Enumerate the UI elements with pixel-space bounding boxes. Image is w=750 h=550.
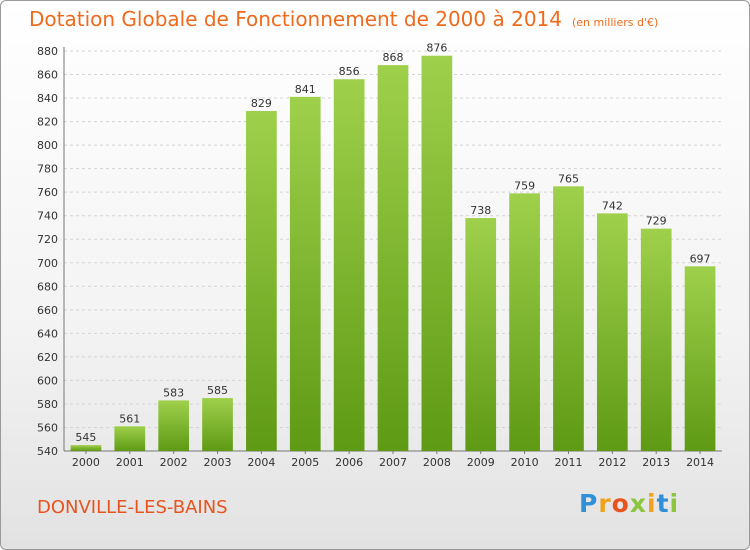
- bar-2008: [421, 55, 453, 452]
- bar-2013: [640, 228, 672, 451]
- value-label: 841: [295, 83, 316, 96]
- y-tick-label: 840: [37, 92, 58, 105]
- logo-letter: i: [669, 489, 680, 518]
- y-tick-label: 800: [37, 139, 58, 152]
- y-tick-label: 880: [37, 45, 58, 58]
- bar-2002: [158, 400, 190, 451]
- value-label: 742: [602, 199, 623, 212]
- logo-letter: i: [647, 489, 657, 518]
- y-tick-label: 860: [37, 69, 58, 82]
- y-tick-label: 540: [37, 445, 58, 458]
- bar-2005: [289, 96, 321, 451]
- bar-2012: [596, 213, 628, 451]
- y-tick-label: 680: [37, 280, 58, 293]
- y-tick-label: 820: [37, 116, 58, 129]
- logo-letter: o: [611, 489, 630, 518]
- bar-2004: [246, 111, 277, 451]
- y-tick-label: 740: [37, 210, 58, 223]
- y-tick-label: 760: [37, 186, 58, 199]
- value-label: 697: [690, 252, 711, 265]
- x-tick-label: 2010: [511, 456, 539, 469]
- x-tick-label: 2007: [379, 456, 407, 469]
- logo-letter: P: [579, 489, 599, 518]
- value-label: 585: [207, 384, 228, 397]
- y-tick-labels: 540 560 580 600 620 640 660 680 700 720 740 760 780 8…: [37, 45, 58, 458]
- y-tick-label: 660: [37, 304, 58, 317]
- value-label: 729: [646, 215, 667, 228]
- bar-2001: [114, 426, 146, 451]
- x-tick-label: 2013: [642, 456, 670, 469]
- bar-2014: [684, 266, 716, 451]
- value-label: 856: [339, 65, 360, 78]
- bar-2011: [553, 186, 584, 451]
- chart-title: Dotation Globale de Fonctionnement de 20…: [29, 7, 658, 31]
- value-label: 583: [163, 386, 184, 399]
- bar-2007: [377, 65, 409, 451]
- y-tick-label: 720: [37, 233, 58, 246]
- x-tick-label: 2006: [335, 456, 363, 469]
- value-label: 829: [251, 97, 272, 110]
- x-tick-label: 2005: [291, 456, 319, 469]
- x-tick-label: 2000: [72, 456, 100, 469]
- value-label: 765: [558, 172, 579, 185]
- proxiti-logo: Proxiti: [579, 489, 679, 518]
- unit-label: (en milliers d'€): [572, 16, 659, 29]
- x-tick-label: 2002: [160, 456, 188, 469]
- x-tick-label: 2012: [598, 456, 626, 469]
- x-tick-label: 2008: [423, 456, 451, 469]
- title-text: Dotation Globale de Fonctionnement de 20…: [29, 7, 562, 31]
- y-tick-label: 600: [37, 374, 58, 387]
- bar-2006: [333, 79, 365, 451]
- y-tick-label: 620: [37, 351, 58, 364]
- bars: [70, 55, 716, 452]
- commune-name: DONVILLE-LES-BAINS: [37, 497, 228, 518]
- logo-letter: x: [629, 489, 647, 518]
- y-tick-label: 580: [37, 398, 58, 411]
- x-tick-label: 2011: [554, 456, 582, 469]
- x-tick-labels: 2000 2001 2002 2003 2004 2005 2006 2007 2008 2009…: [72, 456, 714, 469]
- value-label: 876: [426, 42, 447, 55]
- x-tick-label: 2014: [686, 456, 714, 469]
- y-tick-label: 780: [37, 163, 58, 176]
- value-label: 738: [470, 204, 491, 217]
- logo-letter: t: [656, 489, 670, 518]
- bar-2010: [509, 193, 540, 451]
- x-tick-label: 2004: [247, 456, 275, 469]
- x-tick-label: 2003: [204, 456, 232, 469]
- value-labels: 545 561 583 585 829 841 856 868 876 738 759 765 742 7…: [75, 42, 710, 444]
- y-tick-label: 560: [37, 421, 58, 434]
- logo-letter: r: [598, 489, 612, 518]
- y-tick-label: 700: [37, 257, 58, 270]
- value-label: 868: [383, 51, 404, 64]
- value-label: 561: [119, 412, 140, 425]
- bar-2009: [465, 218, 497, 451]
- y-tick-label: 640: [37, 327, 58, 340]
- value-label: 759: [514, 179, 535, 192]
- bar-2000: [70, 445, 102, 451]
- bar-2003: [202, 398, 233, 451]
- x-tick-label: 2001: [116, 456, 144, 469]
- x-tick-label: 2009: [467, 456, 495, 469]
- value-label: 545: [75, 431, 96, 444]
